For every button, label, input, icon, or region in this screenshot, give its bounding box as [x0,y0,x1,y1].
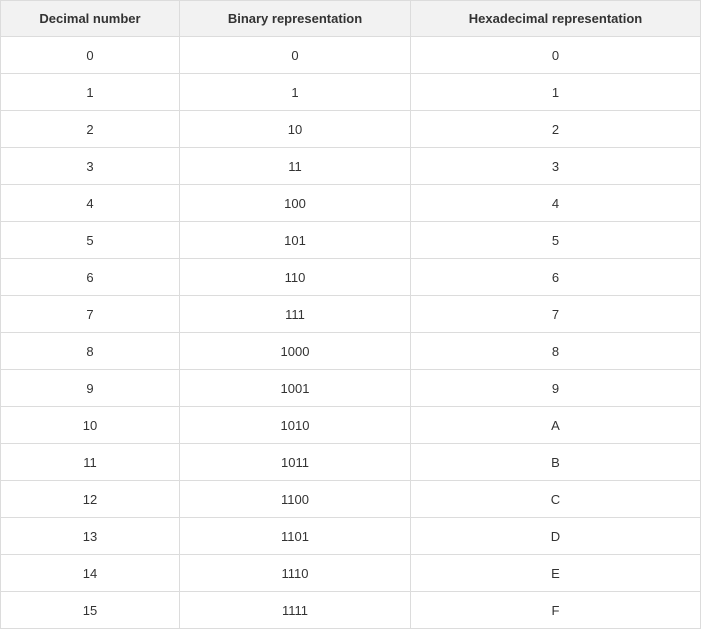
cell-binary: 0 [179,36,411,74]
table-row: 13 1101 D [0,517,701,555]
cell-decimal: 14 [0,554,180,592]
cell-binary: 1100 [179,480,411,518]
table-row: 14 1110 E [0,554,701,592]
table-row: 2 10 2 [0,110,701,148]
cell-decimal: 10 [0,406,180,444]
cell-hexadecimal: 2 [410,110,701,148]
cell-hexadecimal: 1 [410,73,701,111]
cell-binary: 1110 [179,554,411,592]
cell-hexadecimal: E [410,554,701,592]
cell-binary: 111 [179,295,411,333]
cell-binary: 1101 [179,517,411,555]
cell-hexadecimal: 4 [410,184,701,222]
cell-hexadecimal: A [410,406,701,444]
cell-decimal: 2 [0,110,180,148]
table-row: 6 110 6 [0,258,701,296]
cell-decimal: 8 [0,332,180,370]
table-row: 7 111 7 [0,295,701,333]
cell-decimal: 7 [0,295,180,333]
cell-binary: 110 [179,258,411,296]
cell-hexadecimal: 8 [410,332,701,370]
table-row: 8 1000 8 [0,332,701,370]
cell-decimal: 9 [0,369,180,407]
table-row: 15 1111 F [0,591,701,629]
cell-decimal: 1 [0,73,180,111]
cell-decimal: 5 [0,221,180,259]
cell-binary: 11 [179,147,411,185]
cell-decimal: 6 [0,258,180,296]
table-row: 11 1011 B [0,443,701,481]
cell-hexadecimal: D [410,517,701,555]
cell-hexadecimal: 9 [410,369,701,407]
cell-hexadecimal: C [410,480,701,518]
cell-binary: 100 [179,184,411,222]
cell-decimal: 0 [0,36,180,74]
cell-hexadecimal: 6 [410,258,701,296]
header-hexadecimal: Hexadecimal representation [410,0,701,37]
table-row: 3 11 3 [0,147,701,185]
table-row: 12 1100 C [0,480,701,518]
cell-hexadecimal: 3 [410,147,701,185]
cell-binary: 101 [179,221,411,259]
cell-decimal: 4 [0,184,180,222]
table-row: 10 1010 A [0,406,701,444]
cell-hexadecimal: 7 [410,295,701,333]
cell-binary: 1 [179,73,411,111]
cell-hexadecimal: 0 [410,36,701,74]
table-body: 0 0 0 1 1 1 2 10 2 3 11 3 4 100 4 5 101 5 6 110 6 7 111 7 8 1000 8… [0,36,701,629]
cell-binary: 1001 [179,369,411,407]
cell-hexadecimal: 5 [410,221,701,259]
table-row: 4 100 4 [0,184,701,222]
cell-decimal: 13 [0,517,180,555]
cell-decimal: 15 [0,591,180,629]
cell-decimal: 12 [0,480,180,518]
table-row: 9 1001 9 [0,369,701,407]
table-header: Decimal number Binary representation Hex… [0,0,701,37]
cell-binary: 1111 [179,591,411,629]
cell-binary: 10 [179,110,411,148]
cell-binary: 1010 [179,406,411,444]
cell-decimal: 11 [0,443,180,481]
table-row: 5 101 5 [0,221,701,259]
cell-decimal: 3 [0,147,180,185]
cell-hexadecimal: F [410,591,701,629]
header-binary: Binary representation [179,0,411,37]
header-decimal: Decimal number [0,0,180,37]
header-row: Decimal number Binary representation Hex… [0,0,701,37]
cell-hexadecimal: B [410,443,701,481]
cell-binary: 1000 [179,332,411,370]
cell-binary: 1011 [179,443,411,481]
